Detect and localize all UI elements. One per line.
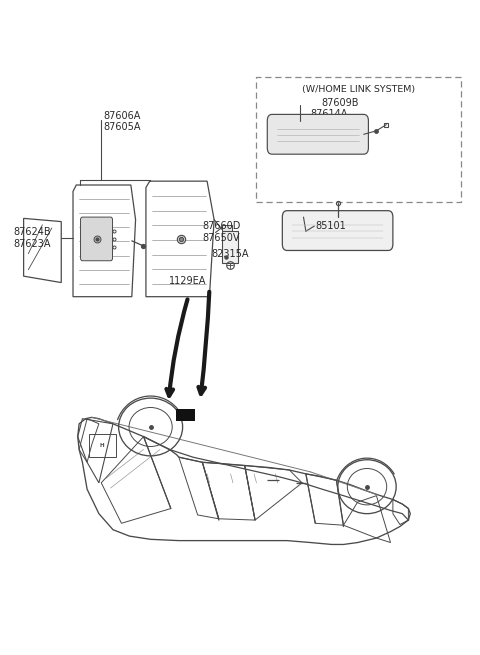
Text: 87606A: 87606A xyxy=(104,111,141,121)
Text: 85101: 85101 xyxy=(315,221,346,231)
Text: 87609B: 87609B xyxy=(321,98,359,108)
Text: 87623A: 87623A xyxy=(13,239,51,249)
FancyBboxPatch shape xyxy=(222,231,238,263)
Text: 87614A: 87614A xyxy=(311,109,348,119)
Text: 82315A: 82315A xyxy=(212,249,249,259)
Text: H: H xyxy=(100,443,105,448)
FancyBboxPatch shape xyxy=(222,225,232,241)
Text: 87660D: 87660D xyxy=(203,221,241,231)
Text: 1129EA: 1129EA xyxy=(169,276,207,286)
FancyBboxPatch shape xyxy=(282,211,393,250)
FancyBboxPatch shape xyxy=(177,409,195,421)
Text: 87624B: 87624B xyxy=(13,227,51,238)
Text: 87605A: 87605A xyxy=(104,122,141,132)
FancyBboxPatch shape xyxy=(267,115,369,154)
FancyBboxPatch shape xyxy=(81,217,112,261)
Text: (W/HOME LINK SYSTEM): (W/HOME LINK SYSTEM) xyxy=(302,85,415,94)
Text: 87650V: 87650V xyxy=(203,233,240,242)
